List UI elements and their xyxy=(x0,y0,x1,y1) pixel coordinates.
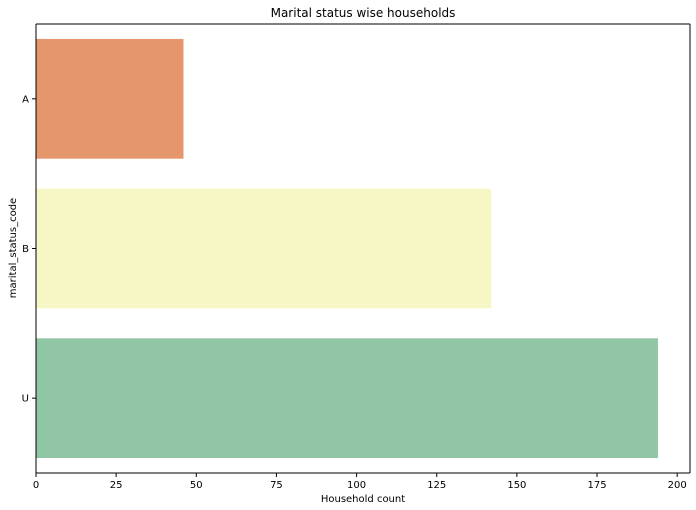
bar-A xyxy=(36,38,184,159)
y-tick-label: A xyxy=(22,94,29,105)
y-tick-label: U xyxy=(22,394,29,405)
x-tick-label: 175 xyxy=(587,480,606,491)
x-tick-label: 25 xyxy=(110,480,123,491)
x-tick-label: 0 xyxy=(33,480,39,491)
x-tick-label: 150 xyxy=(507,480,526,491)
bar-U xyxy=(36,338,658,459)
x-tick-label: 75 xyxy=(270,480,283,491)
x-axis-label: Household count xyxy=(321,494,405,505)
y-tick-label: B xyxy=(22,244,29,255)
plot-area: A B U 0 25 50 75 100 125 150 175 200 xyxy=(22,23,691,491)
x-tick-label: 50 xyxy=(190,480,203,491)
y-axis-label: marital_status_code xyxy=(8,198,19,298)
bar-B xyxy=(36,188,492,309)
chart-title: Marital status wise households xyxy=(271,6,456,20)
x-tick-label: 100 xyxy=(347,480,366,491)
x-tick-label: 200 xyxy=(668,480,687,491)
x-tick-label: 125 xyxy=(427,480,446,491)
